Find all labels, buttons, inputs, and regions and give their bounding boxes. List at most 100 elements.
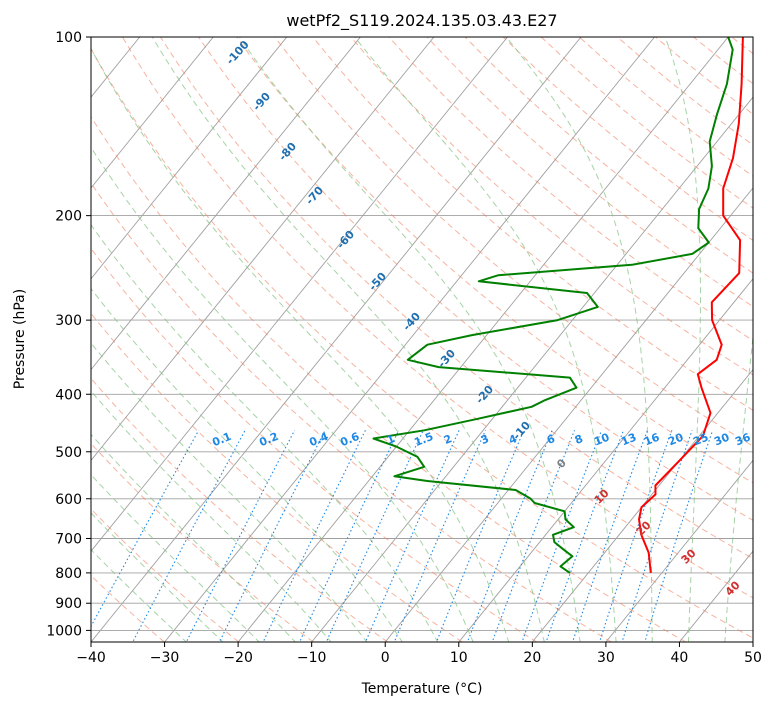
mixing-ratio-line — [572, 430, 649, 642]
dry-adiabat-line — [198, 37, 753, 521]
dry-adiabat-label: -70 — [303, 184, 326, 208]
mixing-ratio-label: 8 — [573, 432, 585, 447]
dry-adiabat-line — [426, 37, 753, 308]
mixing-ratio-label: 20 — [666, 431, 685, 449]
y-tick-label: 800 — [55, 566, 82, 582]
moist-adiabat-line — [91, 474, 260, 642]
x-tick-label: −40 — [76, 650, 106, 666]
mixing-ratio-label: 0.4 — [307, 430, 330, 449]
isotherm-line — [384, 187, 753, 642]
moist-adiabat-line — [91, 146, 474, 642]
y-axis-label: Pressure (hPa) — [12, 289, 28, 389]
dry-adiabat-line — [350, 37, 753, 376]
dry-adiabat-label: -90 — [250, 90, 273, 114]
isotherms — [91, 37, 753, 642]
x-tick-label: 10 — [450, 650, 468, 666]
dry-adiabat-line — [388, 37, 753, 342]
x-axis: −40 −30 −20 −10 0 10 20 30 40 50 — [76, 642, 762, 666]
mixing-ratio-line — [262, 430, 366, 642]
mixing-ratio-line — [325, 430, 424, 642]
isotherm-line — [164, 37, 655, 642]
dry-adiabat-line — [464, 37, 753, 274]
x-axis-label: Temperature (°C) — [361, 681, 483, 697]
mixing-ratio-line — [644, 430, 714, 642]
dry-adiabat-label: -50 — [366, 270, 389, 294]
isotherm-line — [91, 37, 214, 189]
plot-area — [91, 37, 775, 642]
dry-adiabat-line — [91, 247, 538, 642]
moist-adiabat-line — [91, 342, 368, 642]
dry-adiabats — [91, 37, 775, 642]
moist-adiabat-label: 40 — [723, 578, 743, 598]
mixing-ratio-label: 36 — [733, 431, 752, 449]
x-tick-label: 30 — [597, 650, 615, 666]
mixing-ratio-line — [185, 430, 296, 642]
mixing-ratio-label: 2 — [442, 432, 454, 447]
chart-title: wetPf2_S119.2024.135.03.43.E27 — [286, 11, 557, 31]
isotherm-line — [531, 368, 753, 642]
isotherm-line — [91, 37, 508, 552]
dry-adiabat-line — [91, 47, 753, 639]
dry-adiabat-line — [91, 312, 463, 642]
moist-adiabat-line — [91, 47, 510, 642]
dry-adiabat-label: -20 — [473, 383, 496, 407]
mixing-ratio-label: 13 — [619, 431, 638, 449]
mixing-ratio-label: 30 — [712, 431, 731, 449]
mixing-ratio-label: 1 — [385, 432, 397, 447]
moist-adiabat-label: 30 — [679, 546, 699, 566]
isotherm-line — [91, 37, 361, 371]
mixing-ratio-label: 10 — [592, 431, 611, 449]
dry-adiabat-line — [617, 37, 753, 146]
y-tick-label: 500 — [55, 445, 82, 461]
dry-adiabat-label: -60 — [334, 228, 357, 252]
moist-adiabat-line — [91, 549, 188, 642]
dry-adiabat-line — [91, 508, 240, 642]
isotherm-line — [458, 278, 753, 642]
dry-adiabat-line — [91, 182, 612, 642]
y-tick-label: 300 — [55, 313, 82, 329]
mixing-ratio-line — [599, 430, 673, 642]
y-tick-label: 900 — [55, 596, 82, 612]
x-tick-label: 40 — [671, 650, 689, 666]
mixing-ratio-line — [298, 430, 400, 642]
dry-adiabat-line — [693, 37, 753, 85]
mixing-ratio-label: 0.1 — [210, 430, 233, 449]
x-tick-label: −10 — [297, 650, 327, 666]
x-tick-label: 50 — [744, 650, 762, 666]
y-tick-label: 700 — [55, 531, 82, 547]
plot-frame — [90, 36, 754, 643]
dry-adiabat-line — [312, 37, 753, 411]
moist-adiabat-line — [664, 37, 701, 642]
moist-adiabat-line — [505, 37, 653, 642]
mixing-ratio-label: 16 — [642, 431, 661, 449]
mixing-ratio-line — [435, 430, 525, 642]
dry-adiabat-line — [770, 37, 775, 642]
isotherm-line — [91, 37, 582, 642]
dry-adiabat-line — [91, 377, 389, 642]
x-tick-label: −20 — [223, 650, 253, 666]
y-tick-label: 200 — [55, 209, 82, 225]
temperature-profile — [638, 37, 744, 574]
mixing-ratio-line — [218, 430, 326, 642]
mixing-ratio-line — [132, 430, 246, 642]
mixing-ratio-line — [491, 430, 576, 642]
dry-adiabat-line — [236, 37, 753, 484]
mixing-ratio-label: 0.6 — [338, 430, 361, 449]
isotherm-line — [91, 37, 435, 462]
mixing-ratio-line — [393, 430, 487, 642]
dry-adiabat-line — [540, 37, 753, 209]
mixing-ratio-line — [466, 430, 553, 642]
moist-adiabat-line — [724, 332, 753, 642]
mixing-ratio-label: 1.5 — [412, 430, 435, 449]
mixing-ratio-label: 3 — [479, 432, 491, 447]
moist-adiabat-line — [91, 223, 439, 642]
x-tick-label: −30 — [150, 650, 180, 666]
moist-adiabat-line — [91, 287, 403, 642]
moist-adiabats — [91, 37, 753, 642]
y-axis: 100 200 300 400 500 600 700 800 900 1000 — [46, 30, 91, 639]
y-tick-label: 1000 — [46, 623, 82, 639]
dry-adiabat-line — [502, 37, 753, 241]
mixing-ratio-label: 25 — [691, 431, 710, 449]
mixing-ratio-line — [91, 430, 200, 628]
